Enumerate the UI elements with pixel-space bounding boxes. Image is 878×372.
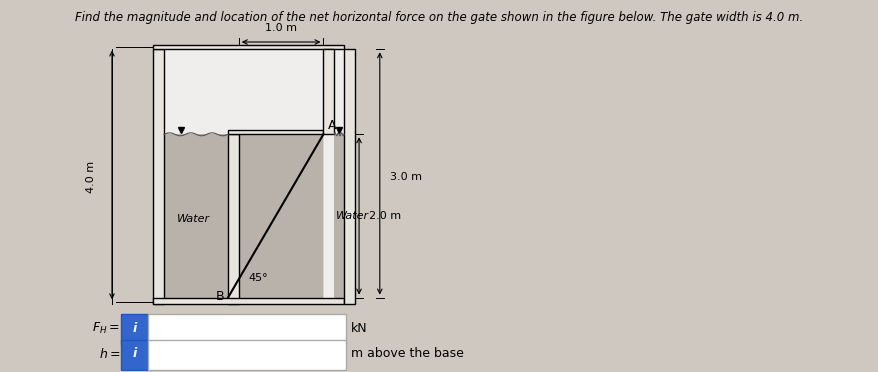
Polygon shape: [239, 134, 323, 298]
Bar: [164, 134, 227, 298]
Text: B: B: [215, 290, 224, 303]
Text: 3.0 m: 3.0 m: [389, 172, 421, 182]
Bar: [227, 134, 239, 304]
FancyBboxPatch shape: [121, 340, 148, 369]
Text: i: i: [132, 347, 136, 360]
Bar: [227, 129, 323, 134]
Text: 1.0 m: 1.0 m: [265, 23, 297, 33]
Text: m above the base: m above the base: [350, 347, 463, 360]
Text: A: A: [327, 119, 335, 132]
FancyBboxPatch shape: [121, 314, 148, 344]
FancyBboxPatch shape: [148, 314, 345, 344]
Text: →2.0 m→: →2.0 m→: [250, 329, 301, 339]
Bar: [323, 49, 334, 134]
Text: 4.0 m: 4.0 m: [86, 161, 96, 193]
Bar: [334, 134, 344, 298]
Bar: [154, 49, 164, 304]
FancyBboxPatch shape: [148, 340, 345, 369]
Text: $h=$: $h=$: [98, 347, 120, 361]
Polygon shape: [239, 134, 323, 298]
Text: kN: kN: [350, 322, 367, 335]
Text: Water: Water: [335, 211, 369, 221]
Bar: [164, 49, 344, 304]
Text: i: i: [132, 322, 136, 335]
Bar: [344, 49, 355, 304]
Bar: [154, 298, 344, 304]
Text: Water: Water: [176, 214, 210, 224]
Text: $F_H=$: $F_H=$: [92, 321, 120, 336]
Text: 2.0 m: 2.0 m: [369, 211, 400, 221]
Text: Find the magnitude and location of the net horizontal force on the gate shown in: Find the magnitude and location of the n…: [76, 11, 802, 23]
Bar: [154, 45, 344, 49]
Text: 45°: 45°: [248, 273, 268, 283]
